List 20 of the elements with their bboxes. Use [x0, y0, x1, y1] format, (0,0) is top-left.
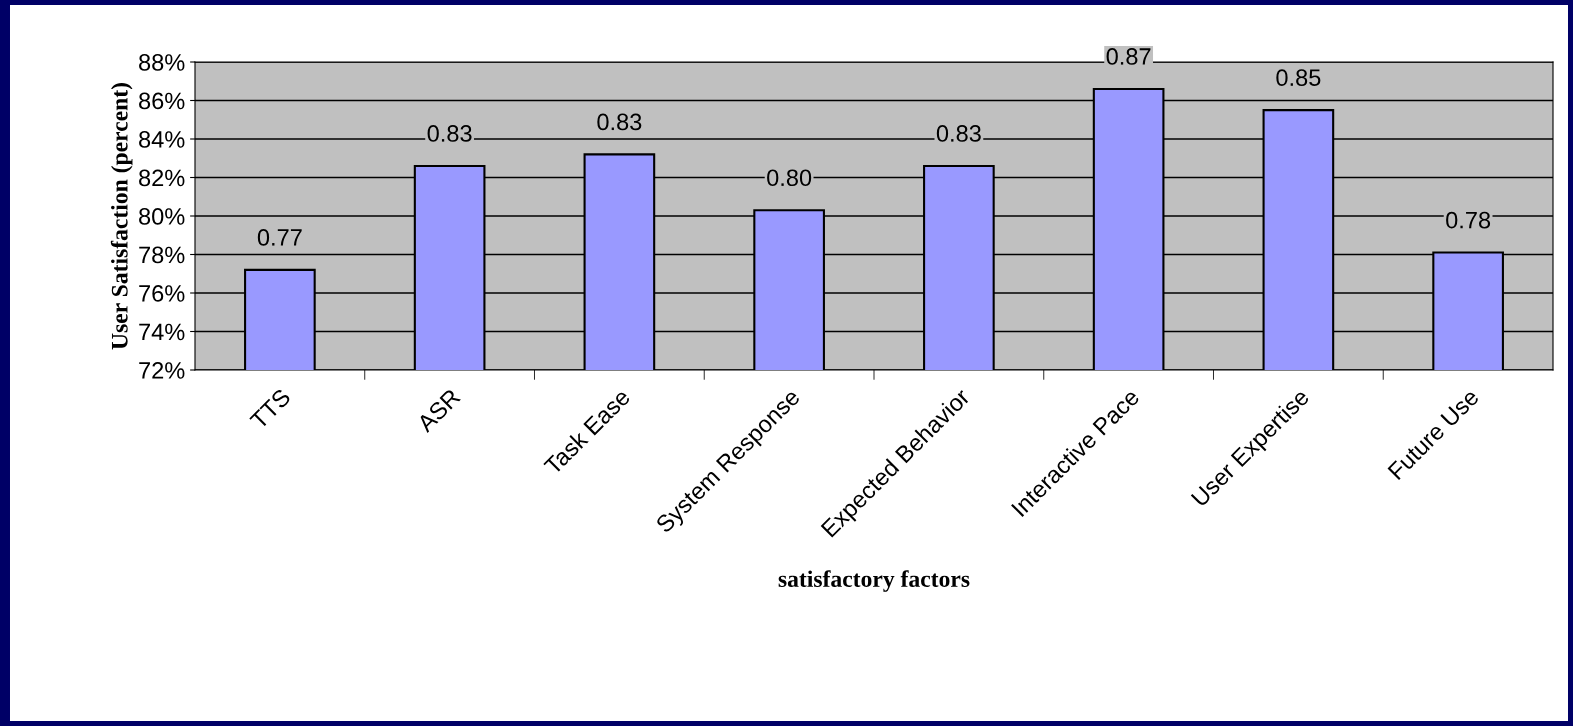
data-label: 0.83: [427, 125, 472, 142]
y-tick-label: 84%: [139, 131, 185, 148]
y-tick-label: 74%: [139, 323, 185, 341]
data-label: 0.83: [936, 125, 981, 142]
data-label: 0.85: [1276, 69, 1321, 87]
x-tick-label: TTS: [249, 387, 292, 431]
y-axis-title: User Satisfaction (percent): [110, 83, 133, 350]
data-label: 0.83: [597, 113, 642, 131]
y-tick-label: 82%: [139, 169, 185, 187]
data-label: 0.77: [257, 229, 302, 246]
data-label: 0.78: [1446, 211, 1491, 229]
y-tick-label: 88%: [139, 54, 185, 71]
data-label: 0.80: [767, 169, 812, 187]
y-tick-label: 86%: [139, 92, 185, 110]
y-tick-label: 80%: [139, 208, 185, 225]
y-tick-label: 76%: [139, 285, 185, 302]
y-tick-label: 72%: [139, 362, 185, 379]
y-tick-label: 78%: [139, 246, 185, 264]
data-label: 0.87: [1106, 48, 1151, 65]
x-axis-title: satisfactory factors: [778, 570, 970, 592]
